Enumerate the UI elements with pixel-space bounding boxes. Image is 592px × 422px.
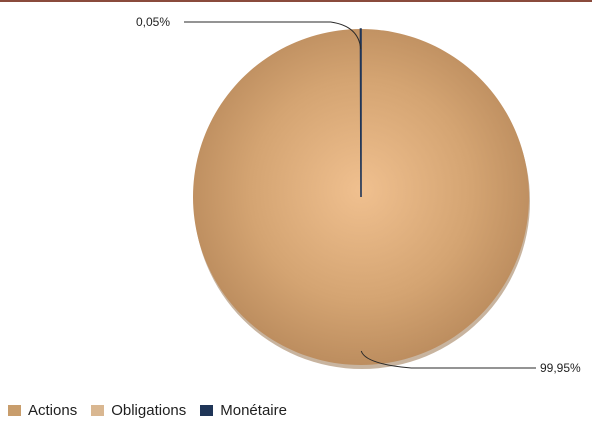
legend-swatch-obligations bbox=[91, 405, 105, 416]
legend-swatch-actions bbox=[8, 405, 21, 416]
legend-item-obligations: Obligations bbox=[91, 402, 186, 419]
legend-item-monetaire: Monétaire bbox=[200, 402, 287, 419]
leader-line-actions bbox=[360, 350, 536, 369]
legend-swatch-monetaire bbox=[200, 405, 214, 416]
legend-label-obligations: Obligations bbox=[111, 402, 187, 419]
data-label-actions: 99,95% bbox=[540, 361, 581, 375]
leader-line-monetaire bbox=[184, 21, 362, 50]
legend-label-monetaire: Monétaire bbox=[220, 402, 287, 419]
data-label-monetaire: 0,05% bbox=[136, 15, 170, 29]
legend-item-actions: Actions bbox=[8, 402, 77, 419]
chart-legend: Actions Obligations Monétaire bbox=[8, 402, 287, 419]
pie-slice-monetaire bbox=[359, 28, 362, 198]
legend-label-actions: Actions bbox=[28, 402, 78, 419]
top-accent-rule bbox=[0, 0, 592, 2]
